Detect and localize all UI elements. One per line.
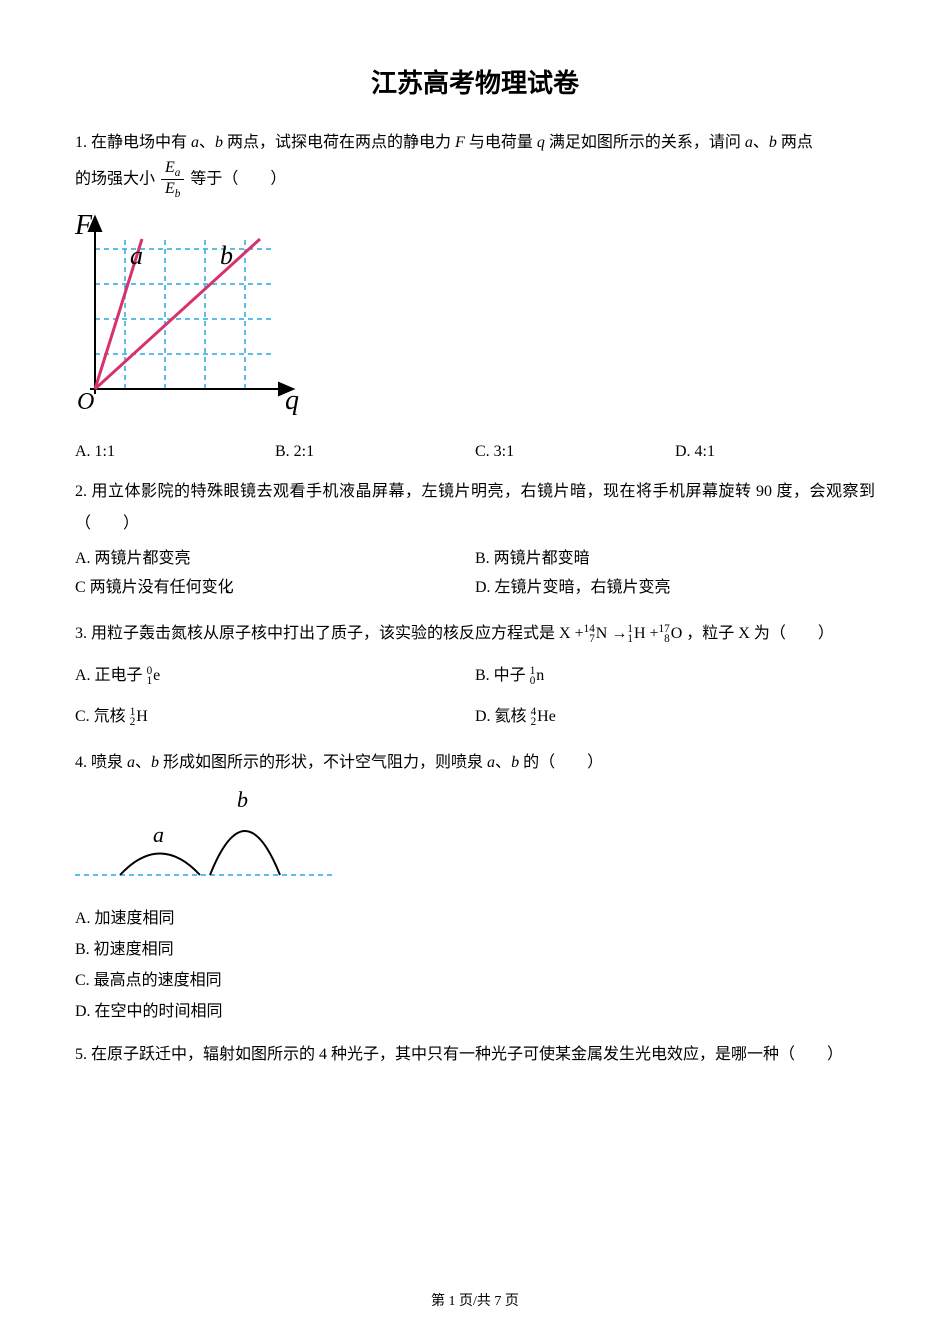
- page-footer: 第 1 页/共 7 页: [0, 1289, 950, 1314]
- q3-choice-c: C. 氘核 12H: [75, 703, 475, 732]
- q3c-label: C. 氘核: [75, 708, 126, 725]
- q3-choice-b: B. 中子 10n: [475, 662, 875, 691]
- q2-choices: A. 两镜片都变亮 B. 两镜片都变暗 C 两镜片没有任何变化. D. 左镜片变…: [75, 545, 875, 603]
- var-b: b: [215, 134, 223, 151]
- q3c-sym: 12H: [130, 708, 148, 725]
- q3-choices: A. 正电子 01e B. 中子 10n C. 氘核 12H D. 氦核 42H…: [75, 662, 875, 732]
- s1d: 0: [530, 676, 536, 686]
- q3-text: 3. 用粒子轰击氮核从原子核中打出了质子，该实验的核反应方程式是 X +147N…: [75, 618, 875, 650]
- q4-choice-b: B. 初速度相同: [75, 936, 875, 965]
- axis-F-label: F: [75, 210, 93, 241]
- q2-choice-d: D. 左镜片变暗，右镜片变亮: [475, 574, 875, 603]
- var-b2: b: [769, 134, 777, 151]
- q3a-sym: 01e: [147, 667, 161, 684]
- question-4: 4. 喷泉 a、b 形成如图所示的形状，不计空气阻力，则喷泉 a、b 的（ ） …: [75, 747, 875, 1029]
- q1-line2b: 等于（ ）: [190, 170, 286, 187]
- q3d-label: D. 氦核: [475, 708, 527, 725]
- n7: 7: [584, 634, 595, 644]
- question-1: 1. 在静电场中有 a、b 两点，试探电荷在两点的静电力 F 与电荷量 q 满足…: [75, 127, 875, 467]
- q2-c-text: C 两镜片没有任何变化: [75, 579, 234, 596]
- frac-num: Ea: [161, 159, 184, 181]
- q3-choice-d: D. 氦核 42He: [475, 703, 875, 732]
- s0e: e: [153, 667, 160, 684]
- fountain-a-label: a: [153, 822, 164, 847]
- q4-choice-a: A. 加速度相同: [75, 905, 875, 934]
- q2-choice-a: A. 两镜片都变亮: [75, 545, 475, 574]
- fountain-svg: a b: [75, 787, 335, 887]
- q4-text: 4. 喷泉 a、b 形成如图所示的形状，不计空气阻力，则喷泉 a、b 的（ ）: [75, 747, 875, 779]
- dot-c: .: [226, 579, 230, 596]
- q4-choice-d: D. 在空中的时间相同: [75, 998, 875, 1027]
- q3b-sym: 10n: [530, 667, 545, 684]
- q4-b: b: [151, 754, 159, 771]
- origin-label: O: [77, 389, 94, 415]
- s3e: He: [537, 708, 556, 725]
- q1-mid3: 满足如图所示的关系，请问: [549, 134, 741, 151]
- var-F: F: [455, 134, 465, 151]
- q4-a2: a: [487, 754, 495, 771]
- s1e: n: [536, 667, 544, 684]
- q1-choice-a: A. 1:1: [75, 438, 275, 467]
- q1-mid2: 与电荷量: [469, 134, 533, 151]
- q1-line2a: 的场强大小: [75, 170, 155, 187]
- question-2: 2. 用立体影院的特殊眼镜去观看手机液晶屏幕，左镜片明亮，右镜片暗，现在将手机屏…: [75, 476, 875, 603]
- q4-choice-c: C. 最高点的速度相同: [75, 967, 875, 996]
- q3a-label: A. 正电子: [75, 667, 143, 684]
- q1-mid1: 两点，试探电荷在两点的静电力: [227, 134, 451, 151]
- q2-choice-b: B. 两镜片都变暗: [475, 545, 875, 574]
- q3d-sym: 42He: [531, 708, 556, 725]
- n8: 8: [659, 634, 670, 644]
- q1-text: 1. 在静电场中有 a、b 两点，试探电荷在两点的静电力 F 与电荷量 q 满足…: [75, 127, 875, 159]
- frac-den: Eb: [161, 180, 184, 201]
- q1-choice-c: C. 3:1: [475, 438, 675, 467]
- q3-prefix: 3. 用粒子轰击氮核从原子核中打出了质子，该实验的核反应方程式是: [75, 625, 555, 642]
- q3b-label: B. 中子: [475, 667, 526, 684]
- q1-chart: F q O a b: [75, 209, 875, 430]
- page: 江苏高考物理试卷 1. 在静电场中有 a、b 两点，试探电荷在两点的静电力 F …: [0, 0, 950, 1344]
- question-3: 3. 用粒子轰击氮核从原子核中打出了质子，该实验的核反应方程式是 X +147N…: [75, 618, 875, 732]
- line-b-label: b: [220, 241, 233, 270]
- q5-text: 5. 在原子跃迁中，辐射如图所示的 4 种光子，其中只有一种光子可使某金属发生光…: [75, 1039, 875, 1071]
- q1-line2: 的场强大小 Ea Eb 等于（ ）: [75, 159, 875, 201]
- q4-a: a: [127, 754, 135, 771]
- s0d: 1: [147, 676, 153, 686]
- q3-suffix: ，粒子 X 为（ ）: [686, 625, 834, 642]
- n1b: 1: [627, 634, 633, 644]
- q4-figure: a b: [75, 787, 875, 898]
- q1-prefix: 1. 在静电场中有: [75, 134, 187, 151]
- s3d: 2: [531, 717, 537, 727]
- q2-choice-c: C 两镜片没有任何变化.: [75, 574, 475, 603]
- question-5: 5. 在原子跃迁中，辐射如图所示的 4 种光子，其中只有一种光子可使某金属发生光…: [75, 1039, 875, 1071]
- q3-equation: X +147N →11H +178O: [559, 625, 686, 642]
- q1-choice-b: B. 2:1: [275, 438, 475, 467]
- exam-title: 江苏高考物理试卷: [75, 60, 875, 107]
- s2d: 2: [130, 717, 136, 727]
- q4-choices: A. 加速度相同 B. 初速度相同 C. 最高点的速度相同 D. 在空中的时间相…: [75, 905, 875, 1028]
- line-a-label: a: [130, 241, 143, 270]
- var-a: a: [191, 134, 199, 151]
- q4-suffix: 的（ ）: [523, 754, 603, 771]
- q3-choice-a: A. 正电子 01e: [75, 662, 475, 691]
- s2e: H: [136, 708, 148, 725]
- var-a2: a: [745, 134, 753, 151]
- q1-choice-d: D. 4:1: [675, 438, 875, 467]
- axis-q-label: q: [285, 385, 299, 416]
- q4-prefix: 4. 喷泉: [75, 754, 123, 771]
- chart-svg: F q O a b: [75, 209, 305, 419]
- var-q: q: [537, 134, 545, 151]
- q4-mid: 形成如图所示的形状，不计空气阻力，则喷泉: [163, 754, 483, 771]
- fountain-b-label: b: [237, 787, 248, 812]
- q4-b2: b: [511, 754, 519, 771]
- ratio-fraction: Ea Eb: [161, 159, 184, 201]
- q2-text: 2. 用立体影院的特殊眼镜去观看手机液晶屏幕，左镜片明亮，右镜片暗，现在将手机屏…: [75, 476, 875, 540]
- q1-choices: A. 1:1 B. 2:1 C. 3:1 D. 4:1: [75, 438, 875, 467]
